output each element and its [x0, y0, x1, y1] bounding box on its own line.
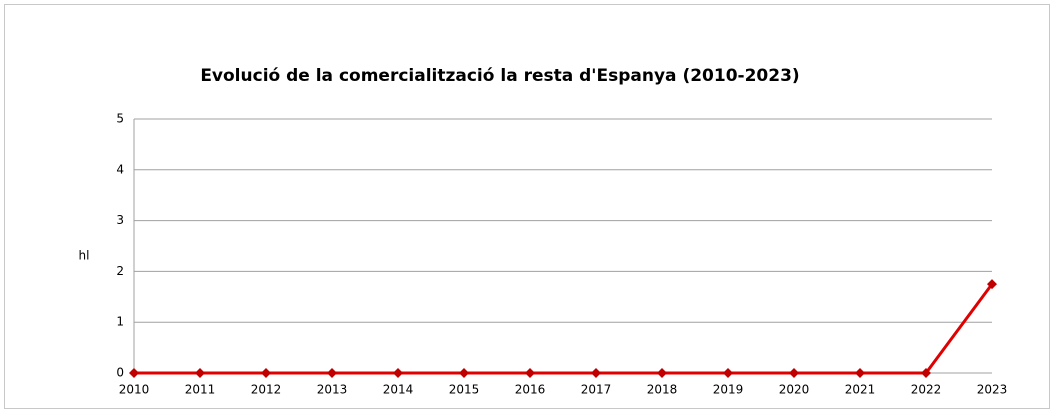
x-tick-label: 2010 [119, 383, 150, 397]
x-tick-label: 2013 [317, 383, 348, 397]
data-point [657, 368, 667, 378]
y-tick-label: 2 [116, 264, 124, 278]
y-tick-label: 0 [116, 366, 124, 380]
data-point [261, 368, 271, 378]
data-point [855, 368, 865, 378]
x-tick-label: 2016 [515, 383, 546, 397]
x-tick-label: 2014 [383, 383, 414, 397]
data-point [987, 279, 997, 290]
x-tick-label: 2022 [911, 383, 942, 397]
data-point [789, 368, 799, 378]
y-tick-label: 4 [116, 162, 124, 176]
y-tick-label: 1 [116, 315, 124, 329]
data-point [525, 368, 535, 378]
y-axis-label: hl [79, 249, 90, 263]
chart-frame [4, 4, 1050, 409]
data-point [921, 368, 931, 378]
series-line [134, 283, 994, 375]
x-tick-label: 2020 [779, 383, 810, 397]
data-point [327, 368, 337, 378]
data-point [459, 368, 469, 378]
x-tick-label: 2015 [449, 383, 480, 397]
data-point [393, 368, 403, 378]
x-tick-label: 2018 [647, 383, 678, 397]
chart-title: Evolució de la comercialització la resta… [200, 66, 799, 86]
x-tick-label: 2023 [977, 383, 1008, 397]
x-tick-label: 2021 [845, 383, 876, 397]
x-tick-label: 2019 [713, 383, 744, 397]
data-point [723, 368, 733, 378]
x-tick-label: 2012 [251, 383, 282, 397]
data-point [195, 368, 205, 378]
x-tick-label: 2017 [581, 383, 612, 397]
x-tick-label: 2011 [185, 383, 216, 397]
data-point [129, 368, 139, 378]
data-point [591, 368, 601, 378]
y-tick-label: 3 [116, 213, 124, 227]
y-tick-label: 5 [116, 112, 124, 126]
